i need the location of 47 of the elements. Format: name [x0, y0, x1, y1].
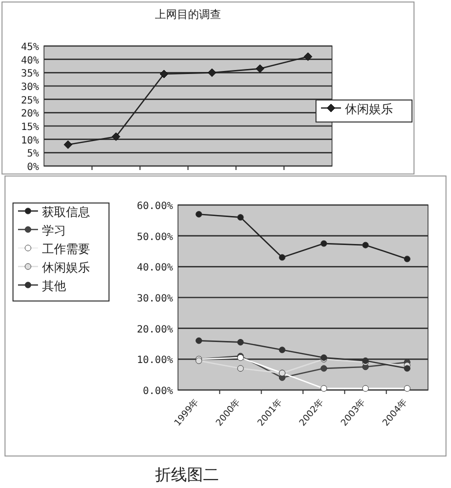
point — [237, 214, 244, 221]
legend-label: 工作需要 — [42, 242, 90, 256]
y-tick-label: 10% — [20, 135, 39, 146]
y-tick-label: 30.00% — [136, 294, 173, 304]
point — [196, 337, 202, 344]
point — [320, 240, 328, 247]
point — [320, 385, 328, 392]
y-tick-label: 30% — [20, 82, 39, 93]
y-tick-label: 5% — [26, 148, 39, 160]
point — [256, 64, 264, 73]
y-tick-label: 0% — [26, 162, 39, 173]
y-tick-label: 40% — [20, 55, 39, 66]
point — [237, 365, 244, 372]
y-tick-label: 25% — [20, 95, 39, 106]
point — [304, 52, 312, 61]
y-tick-label: 15% — [20, 122, 39, 133]
y-tick-label: 0.00% — [142, 386, 173, 397]
y-tick-label: 60.00% — [136, 201, 173, 212]
point — [278, 254, 286, 261]
chart-title: 上网目的调查 — [155, 8, 221, 21]
point — [278, 346, 286, 354]
point — [112, 132, 120, 141]
y-tick-label: 20.00% — [136, 324, 173, 336]
point — [64, 140, 72, 149]
point — [404, 385, 410, 392]
point — [404, 256, 410, 262]
point — [208, 68, 216, 77]
y-tick-label: 10.00% — [136, 355, 173, 366]
legend-label: 其他 — [42, 279, 66, 293]
y-tick-label: 35% — [20, 68, 39, 80]
y-tick-label: 40.00% — [136, 262, 173, 274]
point — [320, 365, 328, 372]
point — [160, 70, 168, 78]
legend-label: 休闲娱乐 — [42, 260, 90, 274]
y-tick-label: 20% — [20, 108, 39, 120]
legend-label: 学习 — [42, 224, 66, 238]
point — [362, 242, 369, 248]
y-tick-label: 50.00% — [136, 232, 173, 243]
text: 折线图二 — [155, 465, 219, 484]
legend-label: 休闲娱乐 — [345, 102, 393, 116]
y-tick-label: 45% — [20, 42, 39, 53]
point — [362, 385, 369, 392]
point — [237, 338, 244, 346]
legend-label: 获取信息 — [42, 205, 90, 219]
point — [404, 365, 410, 372]
legend: 休闲娱乐 — [316, 100, 412, 122]
point — [196, 211, 202, 218]
